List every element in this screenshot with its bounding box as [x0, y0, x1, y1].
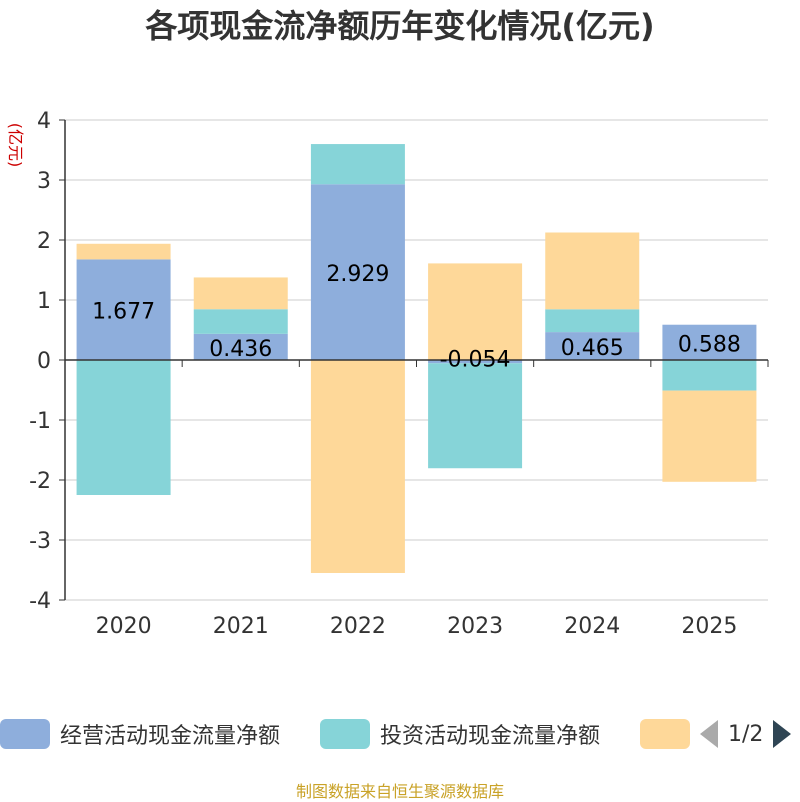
legend-label-operating: 经营活动现金流量净额 [60, 724, 281, 749]
pager-next-icon[interactable] [773, 720, 792, 748]
legend-swatch-operating [0, 719, 50, 749]
x-tick-label: 2023 [447, 614, 503, 639]
bar-2023-series-0 [428, 360, 523, 364]
y-tick-label: 1 [37, 289, 51, 314]
x-tick-label: 2022 [330, 614, 386, 639]
legend-item-investing[interactable]: 投资活动现金流量净额 [320, 716, 600, 752]
bar-2025-series-1 [662, 360, 757, 391]
data-label-2025: 0.588 [678, 332, 741, 357]
x-tick-label: 2025 [681, 614, 737, 639]
legend-swatch-third [640, 719, 690, 749]
data-label-2024: 0.465 [561, 336, 624, 361]
y-tick-label: -3 [29, 529, 51, 554]
legend-page-indicator: 1/2 [728, 721, 764, 747]
y-tick-label: 4 [37, 109, 51, 134]
y-tick-label: -2 [29, 469, 51, 494]
data-label-2021: 0.436 [209, 337, 272, 362]
y-tick-label: 2 [37, 229, 51, 254]
bar-2021-series-1 [193, 309, 288, 334]
legend-item-third[interactable] [640, 716, 700, 752]
bars [76, 144, 757, 573]
bar-2021-series-2 [193, 277, 288, 310]
bar-2022-series-1 [310, 144, 405, 185]
bar-2024-series-1 [545, 309, 640, 333]
bar-2023-series-2 [428, 263, 523, 360]
chart-title: 各项现金流净额历年变化情况(亿元) [145, 7, 655, 45]
legend-label-investing: 投资活动现金流量净额 [380, 724, 601, 749]
y-tick-label: 0 [37, 349, 51, 374]
y-tick-label: -4 [29, 589, 51, 614]
bar-2024-series-2 [545, 232, 640, 310]
bar-2022-series-2 [310, 360, 405, 573]
data-labels: 1.677 0.436 2.929 -0.054 0.465 0.588 [92, 262, 741, 372]
y-tick-label: 3 [37, 169, 51, 194]
x-tick-label: 2024 [564, 614, 620, 639]
axes: -4 -3 -2 -1 0 1 2 3 4 2020 2021 2022 2023 2024 2025 [29, 109, 769, 639]
x-tick-label: 2021 [213, 614, 269, 639]
data-label-2020: 1.677 [92, 300, 155, 325]
data-label-2023: -0.054 [440, 348, 511, 373]
data-label-2022: 2.929 [326, 262, 389, 287]
bar-2020-series-0 [76, 259, 171, 360]
legend-pager: 1/2 [700, 716, 792, 752]
bar-2021-series-0 [193, 333, 288, 360]
x-tick-label: 2020 [96, 614, 152, 639]
grid-lines [65, 119, 768, 601]
bar-2024-series-0 [545, 332, 640, 360]
bar-2020-series-1 [76, 360, 171, 495]
y-axis-unit-label: (亿元) [6, 123, 25, 168]
pager-prev-icon[interactable] [700, 720, 718, 748]
bar-2023-series-1 [428, 363, 523, 469]
bar-2025-series-0 [662, 324, 757, 360]
data-source-note: 制图数据来自恒生聚源数据库 [295, 782, 504, 801]
bar-2025-series-2 [662, 390, 757, 482]
y-tick-label: -1 [29, 409, 51, 434]
bar-2022-series-0 [310, 184, 405, 360]
bar-2020-series-2 [76, 243, 171, 260]
legend-item-operating[interactable]: 经营活动现金流量净额 [0, 716, 280, 752]
legend-swatch-investing [320, 719, 370, 749]
